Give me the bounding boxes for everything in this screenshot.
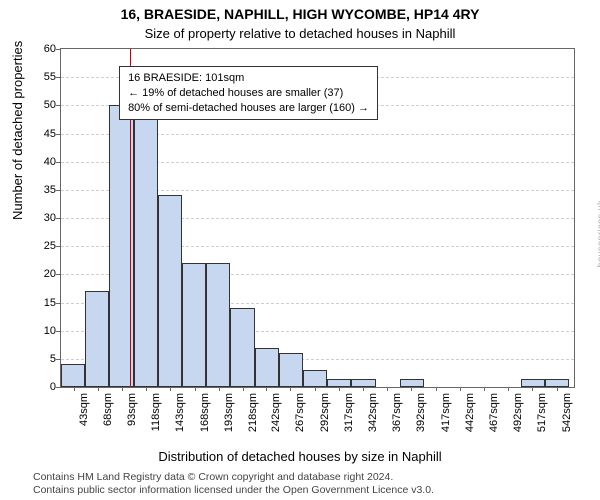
footer-line1: Contains HM Land Registry data © Crown c…: [33, 471, 600, 485]
ytick-label: 25: [11, 240, 56, 252]
histogram-bar: [85, 291, 109, 387]
ytick-mark: [56, 49, 60, 50]
chart-plot-area: 05101520253035404550556043sqm68sqm93sqm1…: [60, 48, 575, 388]
xtick-mark: [411, 387, 412, 391]
histogram-bar: [230, 308, 254, 387]
chart-title-line1: 16, BRAESIDE, NAPHILL, HIGH WYCOMBE, HP1…: [0, 6, 600, 22]
ytick-mark: [56, 246, 60, 247]
ytick-label: 55: [11, 71, 56, 83]
xtick-mark: [74, 387, 75, 391]
ytick-label: 15: [11, 297, 56, 309]
xtick-mark: [387, 387, 388, 391]
histogram-bar: [279, 353, 303, 387]
xtick-mark: [557, 387, 558, 391]
ytick-mark: [56, 331, 60, 332]
ytick-label: 30: [11, 212, 56, 224]
xtick-mark: [363, 387, 364, 391]
xtick-label: 68sqm: [102, 393, 114, 426]
ytick-label: 40: [11, 156, 56, 168]
ytick-label: 35: [11, 184, 56, 196]
xtick-label: 542sqm: [561, 393, 573, 432]
ytick-label: 10: [11, 325, 56, 337]
histogram-bar: [351, 379, 375, 387]
annotation-box: 16 BRAESIDE: 101sqm ← 19% of detached ho…: [119, 66, 378, 121]
histogram-bar: [327, 379, 351, 387]
histogram-bar: [134, 105, 158, 387]
ytick-mark: [56, 77, 60, 78]
xtick-label: 342sqm: [367, 393, 379, 432]
xtick-mark: [315, 387, 316, 391]
xtick-label: 492sqm: [512, 393, 524, 432]
ytick-label: 20: [11, 268, 56, 280]
ytick-mark: [56, 303, 60, 304]
xtick-mark: [339, 387, 340, 391]
xtick-label: 218sqm: [247, 393, 259, 432]
xtick-mark: [290, 387, 291, 391]
xtick-mark: [122, 387, 123, 391]
histogram-bar: [303, 370, 327, 387]
xtick-mark: [243, 387, 244, 391]
histogram-bar: [158, 195, 182, 387]
xtick-label: 93sqm: [126, 393, 138, 426]
annotation-line2: ← 19% of detached houses are smaller (37…: [128, 86, 369, 101]
ytick-mark: [56, 190, 60, 191]
ytick-label: 45: [11, 128, 56, 140]
xtick-label: 317sqm: [343, 393, 355, 432]
xtick-label: 442sqm: [464, 393, 476, 432]
watermark: houseprices.uk: [596, 200, 600, 268]
histogram-bar: [61, 364, 85, 387]
ytick-mark: [56, 218, 60, 219]
xtick-mark: [436, 387, 437, 391]
xtick-label: 168sqm: [199, 393, 211, 432]
ytick-mark: [56, 162, 60, 163]
xtick-mark: [146, 387, 147, 391]
xtick-mark: [98, 387, 99, 391]
xtick-label: 467sqm: [488, 393, 500, 432]
xtick-label: 143sqm: [174, 393, 186, 432]
xtick-mark: [484, 387, 485, 391]
histogram-bar: [255, 348, 279, 387]
footer-line2: Contains public sector information licen…: [33, 484, 600, 498]
xtick-label: 292sqm: [319, 393, 331, 432]
x-axis-label: Distribution of detached houses by size …: [0, 449, 600, 464]
xtick-mark: [508, 387, 509, 391]
page: 16, BRAESIDE, NAPHILL, HIGH WYCOMBE, HP1…: [0, 0, 600, 500]
ytick-mark: [56, 134, 60, 135]
ytick-mark: [56, 387, 60, 388]
ytick-mark: [56, 359, 60, 360]
ytick-mark: [56, 105, 60, 106]
ytick-mark: [56, 274, 60, 275]
footer: Contains HM Land Registry data © Crown c…: [25, 471, 600, 498]
xtick-mark: [532, 387, 533, 391]
histogram-bar: [182, 263, 206, 387]
annotation-line1: 16 BRAESIDE: 101sqm: [128, 71, 369, 86]
xtick-label: 417sqm: [440, 393, 452, 432]
xtick-label: 367sqm: [391, 393, 403, 432]
ytick-label: 0: [11, 381, 56, 393]
xtick-mark: [266, 387, 267, 391]
ytick-label: 5: [11, 353, 56, 365]
histogram-bar: [521, 379, 545, 387]
xtick-mark: [460, 387, 461, 391]
xtick-label: 118sqm: [150, 393, 162, 431]
xtick-label: 193sqm: [223, 393, 235, 432]
xtick-mark: [195, 387, 196, 391]
histogram-bar: [206, 263, 230, 387]
ytick-label: 50: [11, 99, 56, 111]
ytick-label: 60: [11, 43, 56, 55]
xtick-label: 43sqm: [78, 393, 90, 426]
xtick-mark: [219, 387, 220, 391]
xtick-label: 242sqm: [270, 393, 282, 432]
xtick-label: 517sqm: [536, 393, 548, 432]
chart-title-line2: Size of property relative to detached ho…: [0, 26, 600, 41]
histogram-bar: [400, 379, 424, 387]
histogram-bar: [545, 379, 569, 387]
xtick-label: 267sqm: [294, 393, 306, 432]
annotation-line3: 80% of semi-detached houses are larger (…: [128, 101, 369, 116]
xtick-mark: [170, 387, 171, 391]
xtick-label: 392sqm: [415, 393, 427, 432]
